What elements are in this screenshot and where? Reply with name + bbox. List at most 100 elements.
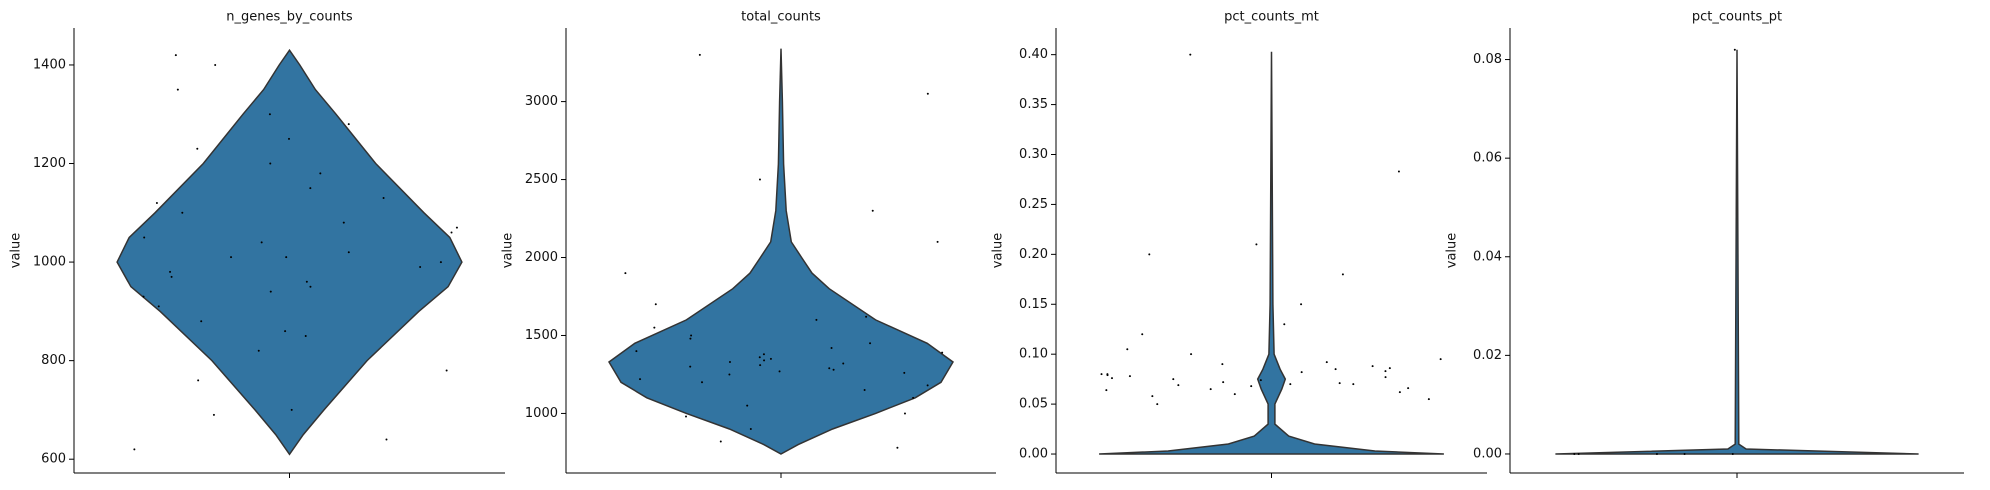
point [828, 367, 831, 370]
point [1156, 403, 1159, 406]
y-tick-label: 0.25 [1019, 197, 1048, 212]
point [319, 172, 322, 175]
point [347, 123, 350, 126]
point [260, 241, 263, 244]
point [719, 440, 722, 443]
panel-title: pct_counts_mt [1224, 10, 1319, 25]
point [1222, 381, 1225, 384]
violin [1555, 49, 1919, 455]
panel-title: n_genes_by_counts [226, 10, 353, 25]
point [896, 446, 899, 449]
point [284, 330, 287, 333]
point [197, 379, 200, 382]
point [268, 113, 271, 116]
y-axis-label: value [9, 233, 24, 269]
point [1655, 452, 1658, 455]
point [763, 359, 766, 362]
y-tick-label: 0.04 [1473, 249, 1502, 264]
point [1731, 452, 1734, 455]
point [1371, 365, 1374, 368]
y-tick-label: 0.40 [1019, 47, 1048, 62]
y-tick-label: 0.00 [1473, 446, 1502, 461]
point [639, 378, 642, 381]
point [842, 362, 845, 365]
point [1151, 395, 1154, 398]
y-tick-label: 0.06 [1473, 151, 1502, 166]
point [903, 412, 906, 415]
point [654, 303, 657, 306]
y-tick-label: 0.00 [1019, 447, 1048, 462]
y-tick-label: 1400 [33, 57, 66, 72]
point [1126, 348, 1129, 351]
point [778, 370, 781, 373]
point [382, 197, 385, 200]
point [936, 240, 939, 243]
point [309, 187, 312, 190]
point [1259, 379, 1262, 382]
point [728, 360, 731, 363]
point [157, 305, 160, 308]
point [455, 226, 458, 229]
point [1338, 382, 1341, 385]
point [1300, 371, 1303, 374]
point [155, 201, 158, 204]
point [1283, 323, 1286, 326]
point [1128, 375, 1131, 378]
point [1148, 253, 1151, 256]
point [419, 266, 422, 269]
y-tick-label: 0.15 [1019, 297, 1048, 312]
y-tick-label: 0.35 [1019, 97, 1048, 112]
point [269, 290, 272, 293]
point [1255, 243, 1258, 246]
point [1233, 393, 1236, 396]
point [181, 211, 184, 214]
point [903, 371, 906, 374]
point [1172, 378, 1175, 381]
point [941, 351, 944, 354]
point [1300, 303, 1303, 306]
point [269, 162, 272, 165]
point [1341, 273, 1344, 276]
point [385, 438, 388, 441]
point [1352, 383, 1355, 386]
point [758, 178, 761, 181]
point [871, 209, 874, 212]
point [1106, 374, 1109, 377]
point [133, 448, 136, 451]
y-tick-label: 1000 [525, 406, 558, 421]
point [1577, 452, 1580, 455]
y-tick-label: 0.05 [1019, 397, 1048, 412]
y-tick-label: 0.02 [1473, 348, 1502, 363]
point [1177, 384, 1180, 387]
point [746, 404, 749, 407]
violin [608, 48, 954, 455]
point [1398, 391, 1401, 394]
point [1110, 377, 1113, 380]
point [698, 53, 701, 56]
point [635, 350, 638, 353]
panel-title: total_counts [741, 10, 821, 25]
point [689, 365, 692, 368]
point [214, 63, 217, 66]
y-axis-label: value [1445, 233, 1460, 269]
point [728, 373, 731, 376]
point [169, 270, 172, 273]
point [758, 356, 761, 359]
point [342, 221, 345, 224]
point [690, 334, 693, 337]
point [305, 280, 308, 283]
panel-title: pct_counts_pt [1692, 10, 1782, 25]
point [257, 349, 260, 352]
point [1427, 398, 1430, 401]
point [170, 275, 173, 278]
point [347, 251, 350, 254]
point [865, 315, 868, 318]
point [450, 231, 453, 234]
point [926, 384, 929, 387]
y-tick-label: 600 [41, 452, 66, 467]
point [1190, 353, 1193, 356]
y-tick-label: 2000 [525, 250, 558, 265]
point [685, 415, 688, 418]
y-tick-label: 0.30 [1019, 147, 1048, 162]
